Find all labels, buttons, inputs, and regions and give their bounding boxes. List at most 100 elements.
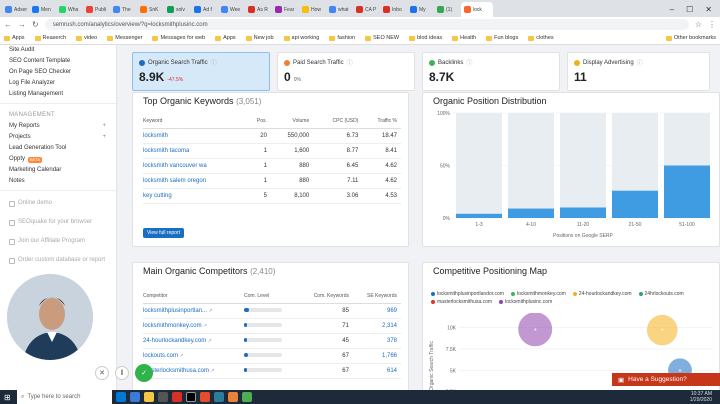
keyword-link[interactable]: locksmith salem oregon (143, 173, 248, 189)
column-header[interactable]: CPC (USD) (313, 115, 363, 129)
lr-app-icon[interactable] (186, 392, 196, 402)
competitor-link[interactable]: 24-hourlockandkey.com ↗ (143, 333, 244, 349)
sidebar-item[interactable]: Join our Affiliate Program (0, 232, 116, 251)
column-header[interactable]: Volume (270, 115, 314, 129)
task-view-icon[interactable] (116, 392, 126, 402)
keyword-link[interactable]: locksmith vancouver wa (143, 158, 248, 174)
column-header[interactable]: Com. Level (244, 290, 298, 304)
external-link-icon[interactable]: ↗ (201, 322, 208, 329)
se-keywords-link[interactable]: 969 (352, 303, 401, 319)
legend-item[interactable]: locksmithplusinportlandor.com (431, 291, 504, 297)
app-icon[interactable] (242, 392, 252, 402)
browser-tab[interactable]: Men (29, 2, 54, 17)
menu-icon[interactable]: ⋮ (708, 20, 716, 29)
checkmark-icon[interactable]: ✓ (135, 364, 153, 382)
sidebar-item[interactable]: On Page SEO Checker (0, 67, 116, 78)
sidebar-item[interactable]: Site Audit (0, 45, 116, 56)
external-link-icon[interactable]: ↗ (207, 307, 213, 314)
se-keywords-link[interactable]: 614 (352, 363, 401, 379)
bookmark-item[interactable]: fashion (329, 35, 355, 41)
column-header[interactable]: SE Keywords (352, 290, 401, 304)
metric-card[interactable]: Backlinks ⓘ 8.7K (422, 52, 560, 91)
sidebar-item[interactable]: Order custom database or report (0, 251, 116, 270)
browser-tab[interactable]: CA P (353, 2, 378, 17)
sidebar-item[interactable]: Lead Generation Tool (0, 143, 116, 154)
keyword-link[interactable]: locksmith tacoma (143, 143, 248, 159)
competitor-link[interactable]: masterlocksmithusa.com ↗ (143, 363, 244, 379)
star-icon[interactable]: ☆ (694, 20, 702, 29)
sidebar-item[interactable]: Log File Analyzer (0, 78, 116, 89)
competitor-link[interactable]: lockouts.com ↗ (143, 348, 244, 364)
legend-item[interactable]: 24-hourlockandkey.com (572, 291, 632, 297)
legend-item[interactable]: locksmithplusinc.com (499, 299, 552, 305)
competitor-link[interactable]: locksmithplusinportlan... ↗ (143, 303, 244, 319)
bookmark-item[interactable]: video (76, 35, 97, 41)
other-bookmarks[interactable]: Other bookmarks (665, 35, 716, 41)
distribution-bar[interactable] (560, 207, 606, 219)
browser-tab[interactable]: As R (245, 2, 270, 17)
info-icon[interactable]: ⓘ (210, 61, 217, 67)
legend-item[interactable]: 24hrlockouts.com (638, 291, 684, 297)
bookmark-item[interactable]: New job (245, 35, 274, 41)
sidebar-item[interactable]: SEO Content Template (0, 56, 116, 67)
bookmark-item[interactable]: SEO NEW (365, 35, 399, 41)
chrome-icon[interactable] (200, 392, 210, 402)
browser-tab[interactable]: Fear (272, 2, 297, 17)
browser-tab[interactable]: Adsen (2, 2, 27, 17)
metric-card[interactable]: Paid Search Traffic ⓘ 0 0% (277, 52, 415, 91)
legend-item[interactable]: masterlocksmithusa.com (431, 299, 492, 305)
bookmark-item[interactable]: api working (283, 35, 319, 41)
distribution-bar[interactable] (664, 165, 710, 219)
browser-tab[interactable]: SnK (137, 2, 162, 17)
sidebar-item[interactable]: Notes (0, 176, 116, 187)
info-icon[interactable]: ⓘ (346, 61, 353, 67)
competitor-bubble[interactable] (646, 314, 678, 346)
keyword-link[interactable]: key cutting (143, 188, 248, 204)
file-explorer-icon[interactable] (144, 392, 154, 402)
bookmark-item[interactable]: Reaserch (34, 35, 66, 41)
se-keywords-link[interactable]: 1,766 (352, 348, 401, 364)
store-icon[interactable] (158, 392, 168, 402)
browser-tab[interactable]: (1) (434, 2, 459, 17)
metric-card[interactable]: Display Advertising ⓘ 11 (567, 52, 710, 91)
plus-icon[interactable]: + (102, 134, 106, 140)
distribution-bar[interactable] (456, 213, 502, 218)
bookmark-item[interactable]: blod ideas (409, 35, 442, 41)
plus-icon[interactable]: + (102, 123, 106, 129)
external-link-icon[interactable]: ↗ (209, 367, 215, 374)
column-header[interactable]: Pos. (247, 115, 271, 129)
back-icon[interactable]: ← (4, 20, 12, 29)
info-icon[interactable]: ⓘ (466, 61, 473, 67)
browser-tab[interactable]: How (299, 2, 324, 17)
competitor-bubble[interactable] (518, 313, 553, 347)
bookmark-item[interactable]: Messages for web (152, 35, 205, 41)
forward-icon[interactable]: → (18, 20, 26, 29)
url-field[interactable]: semrush.com/analytics/overview/?q=locksm… (44, 19, 689, 30)
se-keywords-link[interactable]: 2,314 (352, 318, 401, 334)
windows-start-icon[interactable]: ⊞ (4, 392, 11, 402)
app-icon[interactable] (228, 392, 238, 402)
browser-tab[interactable]: Inbo (380, 2, 405, 17)
metric-card[interactable]: Organic Search Traffic ⓘ 8.9K -47.5% (132, 52, 270, 91)
pause-icon[interactable]: ‖ (115, 366, 129, 380)
browser-tab[interactable]: what (326, 2, 351, 17)
column-header[interactable]: Competitor (143, 290, 244, 304)
taskbar-search-field[interactable]: ⌕ Type here to search (17, 390, 112, 404)
legend-item[interactable]: locksmithmonkey.com (510, 291, 566, 297)
distribution-bar[interactable] (612, 190, 658, 218)
bookmark-item[interactable]: Apps (215, 35, 236, 41)
column-header[interactable]: Com. Keywords (297, 290, 353, 304)
reload-icon[interactable]: ↻ (32, 20, 39, 29)
sidebar-item[interactable]: Online demo (0, 194, 116, 213)
close-icon[interactable]: ✕ (95, 366, 109, 380)
column-header[interactable]: Traffic % (362, 115, 401, 129)
se-keywords-link[interactable]: 378 (352, 333, 401, 349)
minimize-icon[interactable]: – (669, 5, 675, 14)
bookmark-item[interactable]: Apps (4, 35, 25, 41)
competitor-link[interactable]: locksmithmonkey.com ↗ (143, 318, 244, 334)
system-clock[interactable]: 10:37 AM 1/29/2020 (690, 391, 712, 403)
browser-tab[interactable]: Wha (56, 2, 81, 17)
mail-icon[interactable] (172, 392, 182, 402)
column-header[interactable]: Keyword (143, 115, 248, 129)
keyword-link[interactable]: locksmith (143, 128, 248, 144)
